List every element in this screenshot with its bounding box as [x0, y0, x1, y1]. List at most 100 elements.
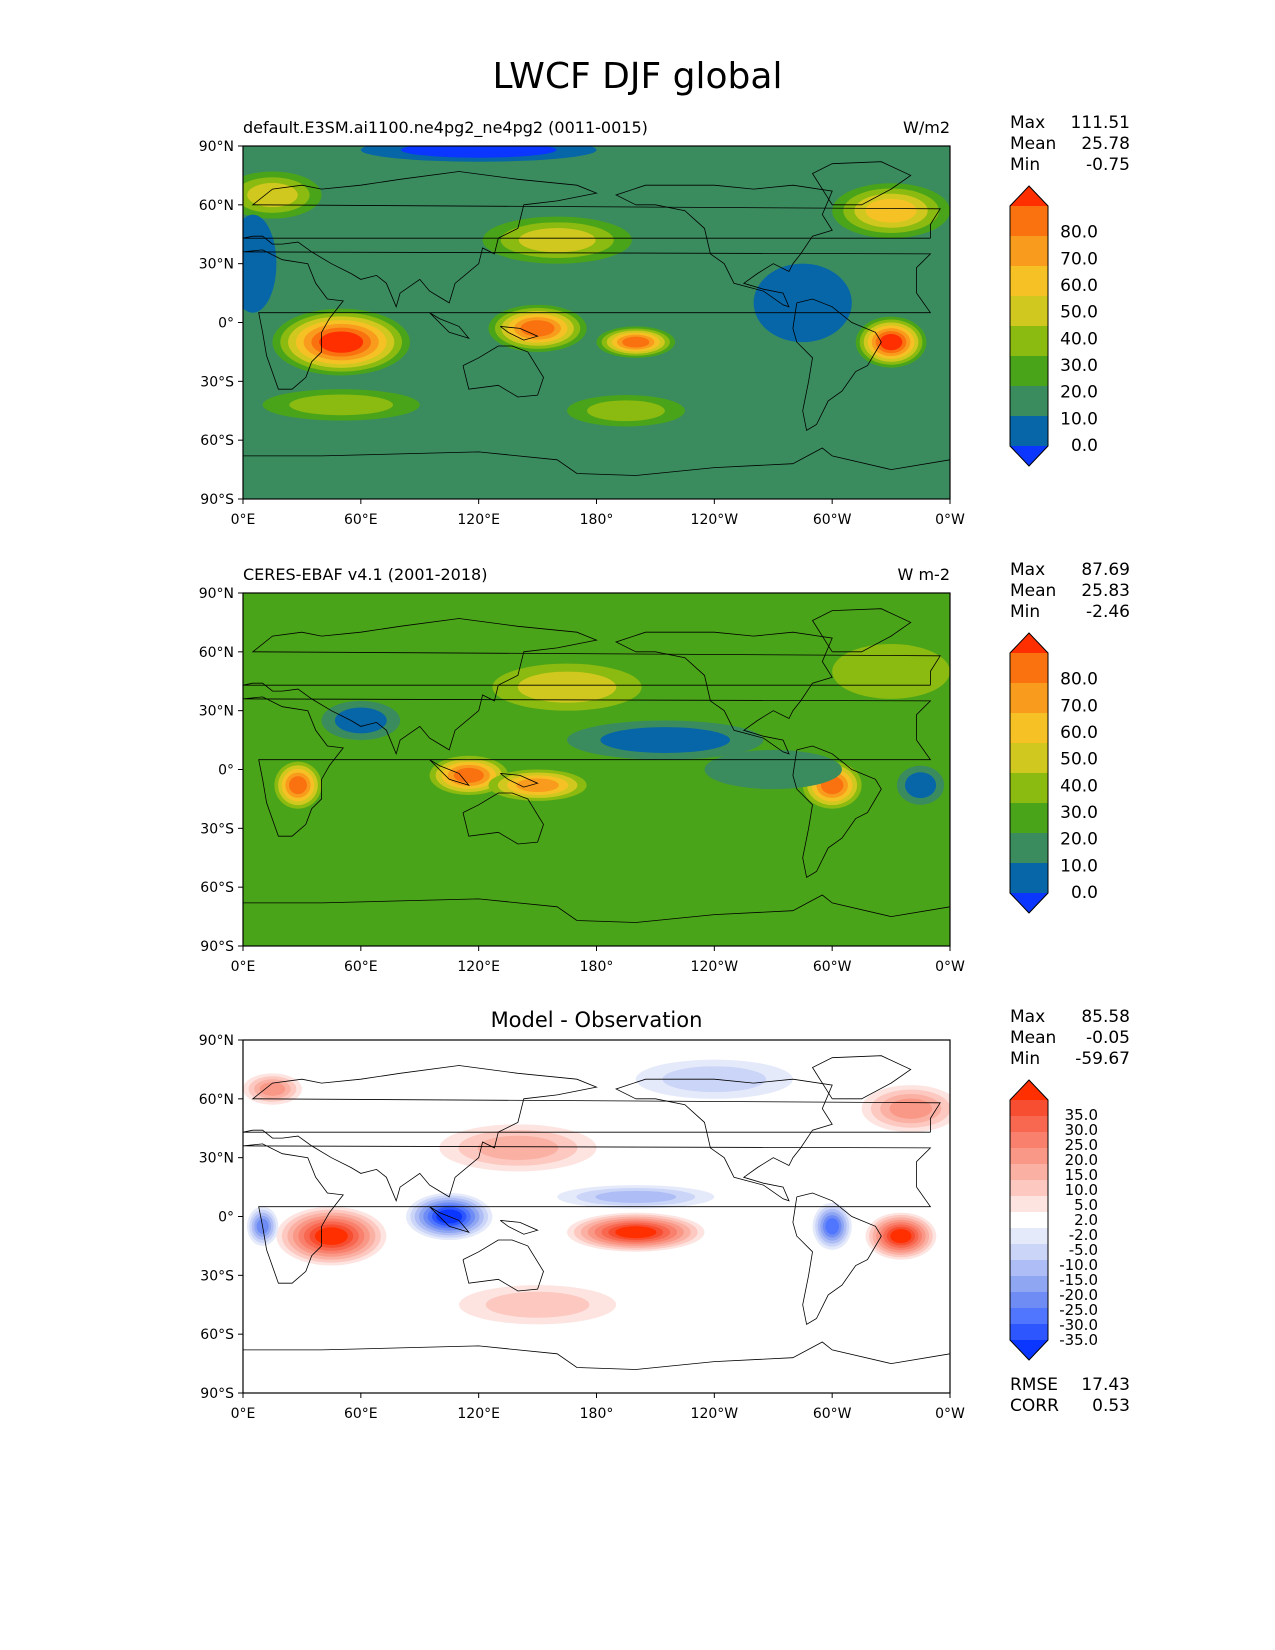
stat-value: -0.05 — [1086, 1028, 1130, 1048]
colorbar-segment — [1010, 713, 1048, 744]
coastline-9 — [500, 326, 539, 341]
colorbar-label: 20.0 — [1065, 1151, 1098, 1169]
colorbar-segment — [1010, 1100, 1048, 1117]
xtick-label: 120°W — [691, 512, 739, 528]
contour-12-2 — [400, 146, 557, 158]
colorbar-segment — [1010, 1308, 1048, 1325]
colorbar-segment — [1010, 773, 1048, 804]
colorbar-segment — [1010, 863, 1048, 894]
colorbar-label: 80.0 — [1060, 223, 1098, 243]
coastline-3 — [462, 792, 544, 845]
contour-10-2 — [334, 707, 387, 734]
panel-units: W/m2 — [903, 118, 950, 137]
contour-7-3 — [247, 182, 298, 208]
colorbar: 80.0 70.0 60.0 50.0 40.0 30.0 20.0 10.0 0.0 — [1009, 632, 1098, 914]
map-field — [243, 593, 950, 946]
colorbar-segment — [1010, 1292, 1048, 1309]
contour-8-4 — [889, 1098, 932, 1119]
contour-9-2 — [904, 772, 937, 799]
coastline-4 — [615, 1078, 833, 1202]
stat-label: RMSE — [1010, 1375, 1058, 1395]
colorbar-label: -10.0 — [1059, 1256, 1098, 1274]
colorbar-label: -25.0 — [1059, 1301, 1098, 1319]
stat-label: Max — [1010, 113, 1045, 133]
contour-4-7 — [879, 333, 903, 351]
contour-1-5 — [288, 776, 307, 795]
xtick-label: 60°E — [344, 1406, 378, 1422]
stat-label: Min — [1010, 155, 1040, 175]
colorbar-label: -5.0 — [1069, 1241, 1098, 1259]
ytick-label: 90°N — [199, 139, 234, 155]
colorbar-segment — [1010, 326, 1048, 357]
xtick-label: 180° — [580, 1406, 614, 1422]
colorbar-extend-top — [1010, 1080, 1048, 1100]
ytick-label: 60°S — [200, 880, 234, 896]
colorbar-label: 10.0 — [1060, 856, 1098, 876]
colorbar-label: -15.0 — [1059, 1271, 1098, 1289]
coastline-9 — [500, 1220, 539, 1235]
coastline-2 — [243, 171, 941, 309]
colorbar-label: -20.0 — [1059, 1286, 1098, 1304]
colorbar-label: 60.0 — [1060, 276, 1098, 296]
colorbar-label: 30.0 — [1060, 803, 1098, 823]
colorbar-label: 70.0 — [1060, 249, 1098, 269]
colorbar-label: 0.0 — [1071, 436, 1098, 456]
stat-label: Min — [1010, 602, 1040, 622]
colorbar-label: 10.0 — [1065, 1181, 1098, 1199]
coastline-1 — [243, 696, 932, 837]
coastline-6 — [811, 608, 912, 653]
coastline-2 — [243, 1065, 941, 1203]
ytick-label: 30°N — [199, 257, 234, 273]
colorbar-segment — [1010, 296, 1048, 327]
colorbar-segment — [1010, 1180, 1048, 1197]
colorbar-segment — [1010, 683, 1048, 714]
coastline-8 — [429, 312, 470, 339]
ytick-label: 30°N — [199, 704, 234, 720]
xtick-label: 60°E — [344, 959, 378, 975]
colorbar-label: 0.0 — [1071, 883, 1098, 903]
colorbar-segment — [1010, 1276, 1048, 1293]
colorbar-segment — [1010, 1228, 1048, 1245]
colorbar-label: 40.0 — [1060, 776, 1098, 796]
colorbar-extend-top — [1010, 633, 1048, 653]
colorbar-label: 15.0 — [1065, 1166, 1098, 1184]
xtick-label: 60°W — [813, 959, 852, 975]
stat-value: -2.46 — [1086, 602, 1130, 622]
contour-2-6 — [520, 320, 555, 337]
colorbar-label: 20.0 — [1060, 830, 1098, 850]
xtick-label: 60°E — [344, 512, 378, 528]
xtick-label: 60°W — [813, 1406, 852, 1422]
ytick-label: 60°N — [199, 198, 234, 214]
coastline-9 — [500, 773, 539, 788]
colorbar-label: 5.0 — [1074, 1196, 1098, 1214]
ytick-label: 0° — [218, 763, 234, 779]
xtick-label: 0°W — [935, 512, 965, 528]
colorbar-extend-top — [1010, 186, 1048, 206]
xtick-label: 180° — [580, 512, 614, 528]
contour-5-3 — [518, 228, 596, 253]
ytick-label: 30°S — [200, 374, 234, 390]
colorbar-segment — [1010, 1324, 1048, 1341]
colorbar-label: 50.0 — [1060, 750, 1098, 770]
contour-5-2 — [517, 671, 617, 703]
ytick-label: 0° — [218, 1210, 234, 1226]
stat-value: 85.58 — [1081, 1007, 1130, 1027]
stat-label: Mean — [1010, 1028, 1056, 1048]
colorbar-outline — [1009, 632, 1049, 914]
xtick-label: 0°E — [231, 1406, 256, 1422]
coastline-3 — [462, 345, 544, 398]
contour-7-3 — [477, 1135, 559, 1160]
figure-title: LWCF DJF global — [492, 56, 783, 97]
colorbar-segment — [1010, 743, 1048, 774]
coastline-5 — [792, 298, 882, 432]
stat-label: Max — [1010, 1007, 1045, 1027]
coastline-6 — [811, 1055, 912, 1100]
contour-9-4 — [259, 1082, 286, 1096]
contour-6-4 — [865, 198, 917, 223]
map-panel-3: 90°N 60°N 30°N 0° 30°S 60°S 90°S 0°E 60°E 120°E 18… — [199, 1007, 1130, 1422]
xtick-label: 0°E — [231, 959, 256, 975]
contour-3-8 — [890, 1229, 912, 1244]
coastline-4 — [615, 631, 833, 755]
contour-7-2 — [600, 727, 731, 754]
